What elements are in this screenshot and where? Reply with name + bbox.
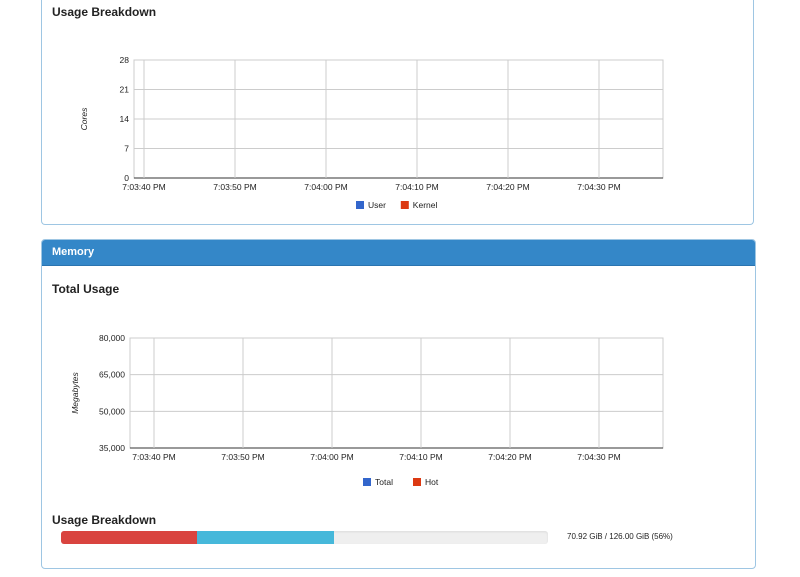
memory-panel: Memory Total Usage 35,000 50,000 65,000 80,… [41,239,756,569]
y-tick-label: 80,000 [99,333,125,343]
legend-swatch-total [363,478,371,486]
memory-usage-label: 70.92 GiB / 126.00 GiB (56%) [567,532,673,541]
memory-usage-progress-bar [61,531,548,544]
legend-swatch-user [356,201,364,209]
y-axis-label: Megabytes [70,371,80,413]
total-usage-title: Total Usage [52,282,120,296]
y-tick-label: 0 [124,173,129,183]
legend-label-user: User [368,200,386,210]
y-tick-label: 28 [120,55,130,65]
x-tick-label: 7:04:00 PM [310,452,353,462]
y-axis-label: Cores [79,107,89,130]
y-tick-label: 50,000 [99,406,125,416]
legend-swatch-kernel [400,201,409,209]
memory-total-usage-chart: 35,000 50,000 65,000 80,000 7:03:40 PM 7:03:5… [42,240,664,487]
x-tick-label: 7:03:50 PM [213,182,256,192]
memory-panel-heading: Memory [42,240,755,266]
legend-label-kernel: Kernel [413,200,438,210]
x-tick-label: 7:03:40 PM [132,452,175,462]
x-tick-label: 7:04:20 PM [486,182,529,192]
x-tick-label: 7:04:30 PM [577,182,620,192]
cpu-panel: Usage Breakdown 0 7 14 21 28 7:03:40 PM 7:03:5… [41,0,754,225]
usage-segment-other [197,531,334,544]
y-tick-label: 35,000 [99,443,125,453]
x-tick-label: 7:03:50 PM [221,452,264,462]
legend-label-total: Total [375,477,393,487]
legend-label-hot: Hot [425,477,439,487]
cpu-usage-breakdown-title: Usage Breakdown [52,5,157,19]
x-tick-label: 7:03:40 PM [122,182,165,192]
y-tick-label: 7 [124,144,129,154]
y-tick-label: 14 [120,114,130,124]
plot-area [129,337,664,449]
x-tick-label: 7:04:10 PM [395,182,438,192]
x-tick-label: 7:04:30 PM [577,452,620,462]
x-tick-label: 7:04:00 PM [304,182,347,192]
x-tick-label: 7:04:20 PM [488,452,531,462]
y-tick-label: 21 [120,85,130,95]
memory-usage-breakdown-title: Usage Breakdown [52,513,157,527]
y-tick-label: 65,000 [99,370,125,380]
usage-segment-hot [61,531,198,544]
legend-swatch-hot [413,478,421,486]
x-tick-label: 7:04:10 PM [399,452,442,462]
cpu-usage-chart: 0 7 14 21 28 7:03:40 PM 7:03:50 PM 7:04:00 PM 7:… [42,55,664,210]
